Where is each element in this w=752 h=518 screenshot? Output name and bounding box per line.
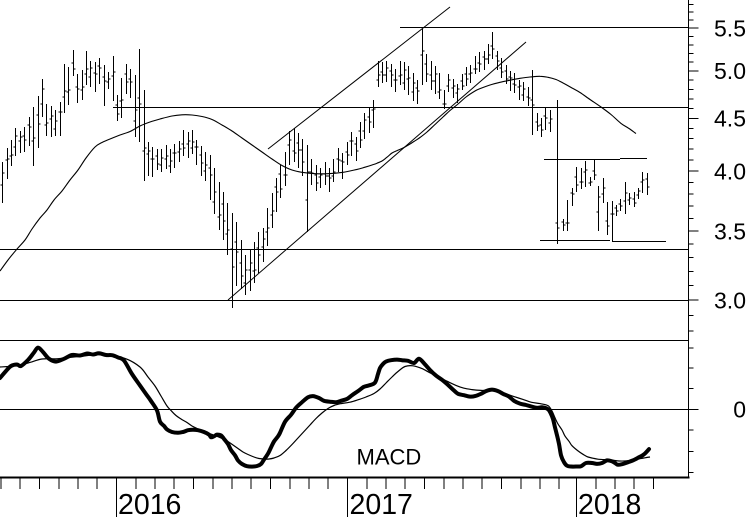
svg-text:5.0: 5.0 — [714, 58, 746, 84]
svg-text:0: 0 — [733, 397, 746, 423]
svg-text:2017: 2017 — [350, 489, 413, 518]
svg-text:3.0: 3.0 — [714, 287, 746, 313]
svg-text:4.5: 4.5 — [714, 106, 746, 132]
svg-text:3.5: 3.5 — [714, 218, 746, 244]
svg-text:5.5: 5.5 — [714, 15, 746, 41]
svg-text:2016: 2016 — [118, 489, 181, 518]
svg-text:MACD: MACD — [357, 445, 422, 470]
svg-text:2018: 2018 — [578, 489, 641, 518]
svg-text:4.0: 4.0 — [714, 158, 746, 184]
